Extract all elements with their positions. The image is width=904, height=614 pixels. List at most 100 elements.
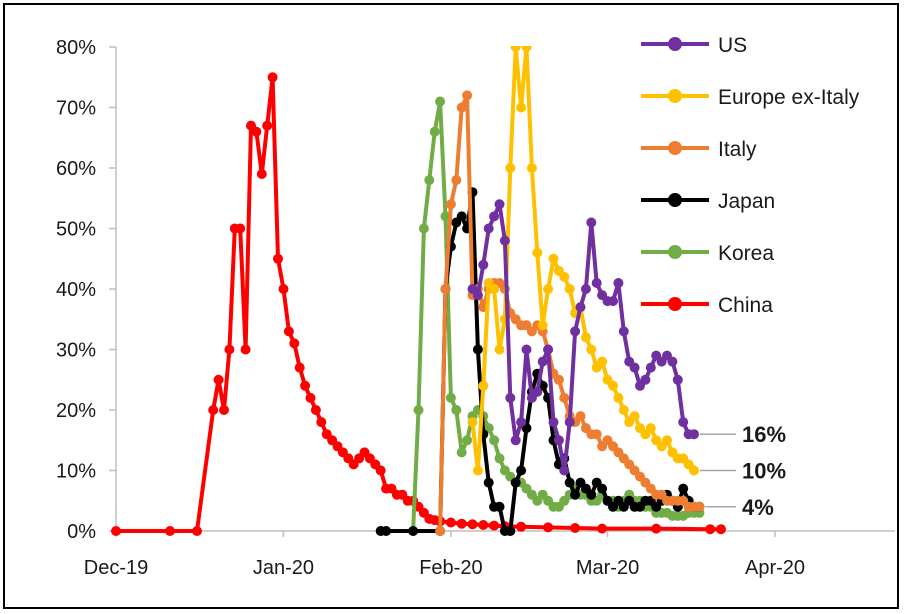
data-point-us	[629, 362, 640, 373]
data-point-japan	[456, 211, 467, 222]
legend-swatch-marker	[668, 37, 682, 51]
y-tick-label: 50%	[56, 219, 96, 241]
data-point-us	[494, 199, 505, 210]
data-point-japan	[564, 477, 575, 488]
data-point-europe-ex-italy	[472, 465, 483, 476]
data-point-italy	[456, 102, 467, 113]
data-point-us	[537, 356, 548, 367]
data-point-china	[213, 374, 224, 385]
end-label: 4%	[742, 495, 774, 520]
data-point-korea	[456, 447, 467, 458]
data-point-japan	[510, 477, 521, 488]
series-europe-ex-italy	[467, 46, 699, 476]
data-point-china	[651, 523, 662, 534]
data-point-china	[240, 344, 251, 355]
data-point-europe-ex-italy	[526, 163, 537, 173]
data-point-japan	[597, 483, 608, 494]
data-point-us	[505, 392, 516, 403]
data-point-us	[548, 417, 559, 428]
data-point-china	[278, 284, 289, 294]
data-point-europe-ex-italy	[516, 102, 527, 113]
data-point-europe-ex-italy	[662, 435, 672, 446]
data-point-us	[575, 302, 586, 313]
data-point-us	[640, 374, 651, 385]
series-us	[467, 199, 699, 476]
legend-item-korea: Korea	[641, 242, 774, 265]
y-tick-label: 40%	[56, 279, 96, 301]
data-point-europe-ex-italy	[689, 465, 699, 476]
data-point-korea	[489, 435, 500, 446]
data-point-korea	[451, 405, 462, 415]
data-point-europe-ex-italy	[597, 356, 608, 367]
data-point-europe-ex-italy	[645, 423, 656, 434]
legend-label: Japan	[718, 190, 775, 213]
data-point-us	[564, 417, 575, 428]
data-point-europe-ex-italy	[608, 380, 618, 391]
data-point-us	[516, 417, 527, 428]
data-point-europe-ex-italy	[613, 392, 624, 403]
data-point-china	[570, 523, 581, 533]
data-point-china	[375, 465, 386, 476]
data-point-china	[305, 392, 316, 403]
series-korea	[408, 96, 705, 536]
data-point-japan	[472, 344, 483, 355]
data-point-china	[283, 326, 294, 337]
data-point-us	[586, 217, 597, 228]
data-point-korea	[418, 223, 429, 234]
data-point-china	[705, 524, 716, 535]
legend-label: China	[718, 294, 773, 317]
data-point-china	[300, 380, 311, 391]
data-point-china	[289, 338, 300, 349]
data-point-italy	[559, 392, 570, 403]
x-tick-label: Apr-20	[745, 557, 805, 579]
data-point-italy	[462, 90, 473, 101]
data-point-europe-ex-italy	[543, 284, 554, 294]
legend-label: Europe ex-Italy	[718, 86, 860, 109]
data-point-italy	[575, 411, 586, 422]
data-point-china	[516, 521, 527, 532]
y-tick-label: 0%	[67, 521, 96, 543]
data-point-china	[208, 405, 219, 415]
data-point-japan	[570, 489, 581, 500]
legend-swatch-marker	[668, 89, 682, 103]
data-point-china	[219, 405, 229, 415]
data-point-china	[165, 526, 175, 536]
data-point-italy	[553, 374, 564, 385]
data-point-europe-ex-italy	[618, 405, 629, 415]
data-point-japan	[408, 526, 419, 536]
data-point-korea	[424, 175, 435, 186]
data-point-japan	[678, 483, 689, 494]
data-point-italy	[445, 199, 456, 210]
data-point-us	[689, 429, 699, 440]
end-label: 10%	[742, 459, 786, 484]
data-point-europe-ex-italy	[586, 344, 597, 355]
legend-item-us: US	[641, 34, 747, 57]
data-point-china	[251, 126, 262, 137]
data-point-europe-ex-italy	[537, 320, 548, 331]
x-tick-label: Feb-20	[419, 557, 482, 579]
data-point-italy	[694, 501, 705, 512]
data-point-china	[224, 344, 235, 355]
y-tick-label: 80%	[56, 37, 96, 59]
data-point-china	[273, 253, 283, 264]
chart-frame	[3, 3, 899, 609]
data-point-us	[667, 356, 678, 367]
data-point-us	[499, 235, 510, 246]
data-point-us	[613, 278, 624, 288]
data-point-us	[608, 296, 618, 307]
data-point-china	[467, 519, 478, 530]
data-point-europe-ex-italy	[564, 284, 575, 294]
data-point-china	[310, 405, 321, 415]
data-point-us	[678, 417, 689, 428]
legend-label: Korea	[718, 242, 774, 265]
data-point-china	[294, 362, 305, 373]
data-point-italy	[440, 284, 451, 294]
data-point-japan	[494, 501, 505, 512]
data-point-europe-ex-italy	[489, 284, 500, 294]
data-point-china	[316, 417, 327, 428]
x-tick-label: Mar-20	[576, 557, 639, 579]
y-tick-label: 60%	[56, 158, 96, 180]
data-point-china	[478, 520, 489, 530]
data-point-china	[267, 72, 278, 83]
